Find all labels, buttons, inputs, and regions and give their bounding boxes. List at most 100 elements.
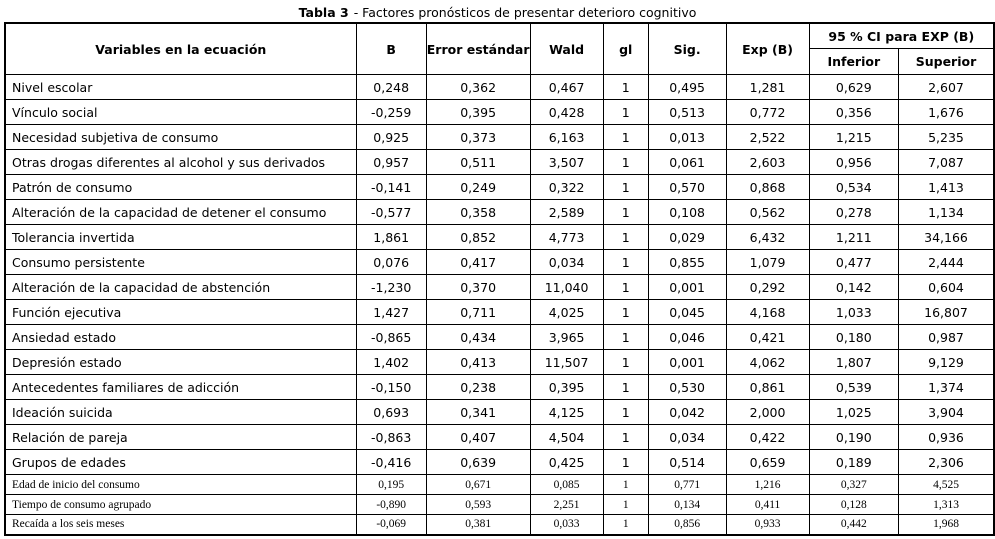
col-header-exp-b: Exp (B) (725, 22, 810, 75)
value-cell: 1,807 (808, 349, 900, 375)
variable-cell: Alteración de la capacidad de abstención (4, 274, 357, 300)
value-cell: -0,141 (355, 174, 427, 200)
value-cell: 1 (602, 149, 649, 175)
value-cell: 0,249 (425, 174, 531, 200)
value-cell: 1 (602, 324, 649, 350)
value-cell: 0,034 (529, 249, 604, 275)
value-cell: 0,356 (808, 99, 900, 125)
table-row: Ansiedad estado -0,865 0,434 3,965 1 0,046 0,4… (4, 324, 995, 350)
table-title-label: Tabla 3 (298, 5, 349, 20)
header-row-top: Variables en la ecuación B Error estánda… (4, 22, 995, 75)
value-cell: 11,040 (529, 274, 604, 300)
value-cell: 0,413 (425, 349, 531, 375)
value-cell: 11,507 (529, 349, 604, 375)
value-cell: 0,370 (425, 274, 531, 300)
value-cell: 2,306 (898, 449, 995, 475)
value-cell: 0,957 (355, 149, 427, 175)
variable-cell: Tiempo de consumo agrupado (4, 494, 357, 515)
table-row: Antecedentes familiares de adicción -0,15… (4, 374, 995, 400)
value-cell: 1,374 (898, 374, 995, 400)
value-cell: 1,313 (898, 494, 995, 515)
value-cell: 0,434 (425, 324, 531, 350)
value-cell: 0,108 (647, 199, 727, 225)
value-cell: 1,025 (808, 399, 900, 425)
value-cell: 0,856 (647, 514, 727, 535)
value-cell: 0,711 (425, 299, 531, 325)
prognostic-factors-table: Variables en la ecuación B Error estánda… (4, 22, 995, 536)
value-cell: 1 (602, 74, 649, 100)
variable-cell: Ideación suicida (4, 399, 357, 425)
value-cell: 1,211 (808, 224, 900, 250)
table-title: Tabla 3 - Factores pronósticos de present… (0, 0, 995, 21)
value-cell: 0,411 (725, 494, 810, 515)
value-cell: 0,134 (647, 494, 727, 515)
value-cell: 1 (602, 399, 649, 425)
col-header-wald: Wald (529, 22, 604, 75)
value-cell: 0,852 (425, 224, 531, 250)
value-cell: 1,413 (898, 174, 995, 200)
value-cell: 4,525 (898, 474, 995, 495)
value-cell: 2,251 (529, 494, 604, 515)
variable-cell: Tolerancia invertida (4, 224, 357, 250)
col-header-variables: Variables en la ecuación (4, 22, 357, 75)
value-cell: 2,444 (898, 249, 995, 275)
value-cell: 6,163 (529, 124, 604, 150)
variable-cell: Depresión estado (4, 349, 357, 375)
value-cell: 0,407 (425, 424, 531, 450)
table-row: Alteración de la capacidad de abstención… (4, 274, 995, 300)
table-row: Recaída a los seis meses -0,069 0,381 0,033… (4, 514, 995, 535)
table-row: Vínculo social -0,259 0,395 0,428 1 0,513 0,77… (4, 99, 995, 125)
value-cell: 1,427 (355, 299, 427, 325)
value-cell: 0,395 (529, 374, 604, 400)
value-cell: 4,504 (529, 424, 604, 450)
table-row: Otras drogas diferentes al alcohol y sus… (4, 149, 995, 175)
value-cell: 0,195 (355, 474, 427, 495)
value-cell: 1 (602, 494, 649, 515)
value-cell: 0,238 (425, 374, 531, 400)
value-cell: 1,216 (725, 474, 810, 495)
value-cell: 0,772 (725, 99, 810, 125)
table-row: Depresión estado 1,402 0,413 11,507 1 0,001 4,… (4, 349, 995, 375)
value-cell: 1 (602, 249, 649, 275)
value-cell: 0,629 (808, 74, 900, 100)
table-row: Tiempo de consumo agrupado -0,890 0,593 2,2… (4, 494, 995, 515)
header-row-sub: Inferior Superior (5, 48, 995, 75)
value-cell: 1 (602, 299, 649, 325)
value-cell: 9,129 (898, 349, 995, 375)
value-cell: 0,933 (725, 514, 810, 535)
value-cell: -0,890 (355, 494, 427, 515)
table-title-text: - Factores pronósticos de presentar dete… (353, 5, 697, 20)
table-row: Relación de pareja -0,863 0,407 4,504 1 0,034… (4, 424, 995, 450)
value-cell: 1,215 (808, 124, 900, 150)
value-cell: 2,603 (725, 149, 810, 175)
value-cell: 0,639 (425, 449, 531, 475)
value-cell: 0,362 (425, 74, 531, 100)
value-cell: 4,125 (529, 399, 604, 425)
table-body: Nivel escolar 0,248 0,362 0,467 1 0,495 1,281 0… (4, 74, 995, 535)
variable-cell: Nivel escolar (4, 74, 357, 100)
value-cell: 1 (602, 449, 649, 475)
value-cell: 0,936 (898, 424, 995, 450)
value-cell: 0,076 (355, 249, 427, 275)
variable-cell: Necesidad subjetiva de consumo (4, 124, 357, 150)
value-cell: 0,373 (425, 124, 531, 150)
value-cell: 1 (602, 99, 649, 125)
value-cell: 1 (602, 514, 649, 535)
value-cell: 4,168 (725, 299, 810, 325)
value-cell: 1,079 (725, 249, 810, 275)
value-cell: 1 (602, 274, 649, 300)
value-cell: 0,322 (529, 174, 604, 200)
value-cell: -0,416 (355, 449, 427, 475)
value-cell: 0,046 (647, 324, 727, 350)
value-cell: 0,477 (808, 249, 900, 275)
value-cell: 0,514 (647, 449, 727, 475)
value-cell: 3,507 (529, 149, 604, 175)
value-cell: 1,968 (898, 514, 995, 535)
table-row: Necesidad subjetiva de consumo 0,925 0,373… (4, 124, 995, 150)
value-cell: 34,166 (898, 224, 995, 250)
col-header-error-estandar: Error estándar (425, 22, 531, 75)
col-header-superior: Superior (898, 48, 995, 75)
table-row: Función ejecutiva 1,427 0,711 4,025 1 0,045 4,… (4, 299, 995, 325)
value-cell: 1 (602, 349, 649, 375)
value-cell: 4,062 (725, 349, 810, 375)
